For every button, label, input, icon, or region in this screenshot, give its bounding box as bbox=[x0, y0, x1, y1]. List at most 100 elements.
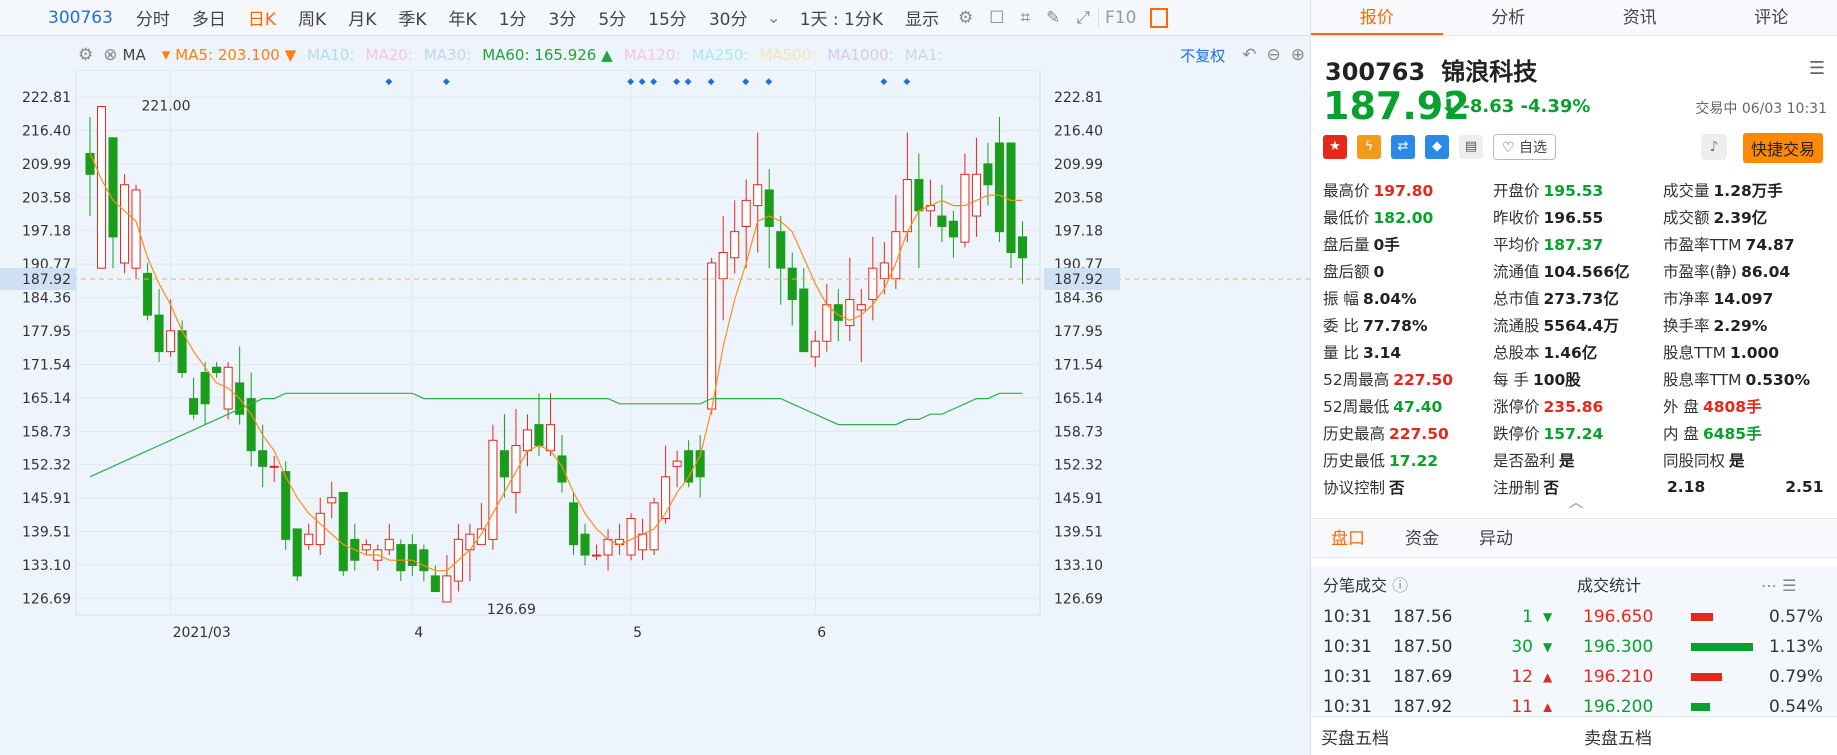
quote-tab[interactable]: 分析 bbox=[1491, 8, 1526, 28]
info-value: 8.04% bbox=[1362, 289, 1417, 308]
f10-button[interactable]: F10 bbox=[1097, 7, 1142, 28]
shuffle-icon[interactable]: ⇄ bbox=[1391, 135, 1415, 159]
sub-tab[interactable]: 资金 bbox=[1405, 529, 1439, 549]
zoom-in-icon[interactable]: ⊕ bbox=[1290, 45, 1305, 65]
lightning-icon[interactable]: ϟ bbox=[1357, 135, 1381, 159]
info-label: 总市值 bbox=[1493, 289, 1540, 308]
period-tab[interactable]: 年K bbox=[448, 10, 477, 30]
period-tab[interactable]: 季K bbox=[398, 10, 427, 30]
period-tab[interactable]: 30分 bbox=[708, 10, 748, 30]
period-tab[interactable]: 3分 bbox=[548, 10, 577, 30]
buy-book-tab[interactable]: 买盘五档 bbox=[1321, 728, 1389, 749]
period-tab[interactable]: 日K bbox=[247, 10, 277, 30]
period-tab[interactable]: 月K bbox=[348, 10, 377, 30]
info-value: 5564.4万 bbox=[1543, 316, 1619, 335]
gear-icon[interactable]: ⚙ bbox=[78, 45, 94, 65]
interval-select[interactable]: 1天 : 1分K bbox=[799, 10, 884, 30]
period-tab[interactable]: 15分 bbox=[648, 10, 687, 30]
period-tab[interactable]: 多日 bbox=[191, 10, 226, 30]
zoom-out-icon[interactable]: ⊖ bbox=[1266, 45, 1281, 65]
ma-item[interactable]: MA20: bbox=[365, 46, 413, 64]
display-menu[interactable]: 显示 bbox=[905, 10, 940, 30]
flag-icon[interactable]: ★ bbox=[1323, 135, 1347, 159]
event-marker[interactable]: ◆ bbox=[685, 77, 692, 87]
event-marker[interactable]: ◆ bbox=[903, 77, 910, 87]
ma-item[interactable]: MA250: bbox=[691, 46, 749, 64]
event-marker[interactable]: ◆ bbox=[385, 77, 392, 87]
info-label: 涨停价 bbox=[1493, 397, 1540, 416]
more-icon[interactable]: ⋯ bbox=[1761, 576, 1778, 595]
ma-item[interactable]: MA1000: bbox=[827, 46, 894, 64]
event-marker[interactable]: ◆ bbox=[673, 77, 680, 87]
panel-toggle-icon[interactable] bbox=[1150, 7, 1169, 28]
stat-price: 196.650 bbox=[1583, 607, 1654, 627]
event-marker[interactable]: ◆ bbox=[708, 77, 715, 87]
ma-item[interactable]: MA60: 165.926 ▲ bbox=[482, 46, 613, 64]
ma-item[interactable]: MA10: bbox=[307, 46, 355, 64]
period-tab[interactable]: 周K bbox=[298, 10, 327, 30]
help-icon[interactable]: ⓘ bbox=[1392, 576, 1409, 595]
event-marker[interactable]: ◆ bbox=[639, 77, 646, 87]
info-cell: 历史最高 227.50 bbox=[1323, 422, 1493, 444]
camera-icon[interactable]: ⌗ bbox=[1020, 7, 1031, 28]
tick-time: 10:31 bbox=[1323, 667, 1372, 687]
bell-icon[interactable]: ♪ bbox=[1701, 134, 1727, 160]
sell-book-tab[interactable]: 卖盘五档 bbox=[1584, 728, 1652, 749]
tick-list[interactable]: 10:31 187.56 1 ▼ 10:31 187.50 30 ▼ 10:31 187.69 12… bbox=[1323, 602, 1553, 712]
adjust-toggle[interactable]: 不复权 bbox=[1180, 46, 1226, 65]
event-marker[interactable]: ◆ bbox=[627, 77, 634, 87]
candle-body bbox=[787, 267, 797, 300]
event-marker[interactable]: ◆ bbox=[742, 77, 749, 87]
stat-pct: 0.79% bbox=[1768, 667, 1823, 687]
event-marker[interactable]: ◆ bbox=[880, 77, 887, 87]
ma-label[interactable]: MA bbox=[122, 46, 146, 64]
info-cell: 总市值 273.73亿 bbox=[1493, 287, 1663, 309]
ma-item[interactable]: MA1: bbox=[904, 46, 943, 64]
y-tick-left: 139.51 bbox=[22, 525, 71, 541]
sub-tab[interactable]: 异动 bbox=[1479, 529, 1513, 549]
chart-panel: 300763 分时 多日 日K 周K 月K 季K 年K 1分 3分 5分 15分 30分 ⌄ 1天 :… bbox=[0, 0, 1310, 755]
sub-tab[interactable]: 盘口 bbox=[1331, 529, 1365, 549]
square-icon[interactable]: ☐ bbox=[989, 7, 1005, 28]
info-label: 注册制 bbox=[1493, 478, 1540, 497]
menu-icon[interactable]: ☰ bbox=[1808, 58, 1825, 79]
chevron-down-icon[interactable]: ⌄ bbox=[766, 7, 781, 28]
stock-code[interactable]: 300763 bbox=[48, 7, 113, 28]
info-label: 市盈率(静) bbox=[1663, 262, 1738, 281]
tag-icon[interactable]: ◆ bbox=[1425, 135, 1449, 159]
info-label: 52周最高 bbox=[1323, 370, 1390, 389]
quote-tab[interactable]: 资讯 bbox=[1622, 8, 1657, 28]
kline-chart[interactable]: 222.81 222.81 216.40 216.40 209.99 209.99 203.… bbox=[0, 70, 1310, 755]
ma-item[interactable]: MA500: bbox=[759, 46, 817, 64]
list-icon[interactable]: ☰ bbox=[1782, 576, 1797, 595]
event-marker[interactable]: ◆ bbox=[765, 77, 772, 87]
ma-item[interactable]: MA120: bbox=[623, 46, 681, 64]
stat-list[interactable]: 196.650 0.57% 196.300 1.13% 196.210 0.79% 196.… bbox=[1583, 602, 1833, 712]
period-tab[interactable]: 分时 bbox=[135, 10, 170, 30]
y-tick-left: 145.91 bbox=[22, 491, 71, 507]
period-tab[interactable]: 5分 bbox=[598, 10, 627, 30]
info-value: 227.50 bbox=[1393, 370, 1454, 389]
close-icon[interactable]: ⊗ bbox=[103, 45, 118, 65]
event-marker[interactable]: ◆ bbox=[443, 77, 450, 87]
undo-icon[interactable]: ↶ bbox=[1242, 45, 1257, 65]
info-cell: 股息TTM 1.000 bbox=[1663, 341, 1833, 363]
candle-body bbox=[430, 575, 440, 593]
quote-tab[interactable]: 报价 bbox=[1311, 0, 1443, 35]
ma-item[interactable]: MA5: 203.100 ▼ bbox=[175, 46, 297, 64]
period-tab[interactable]: 1分 bbox=[498, 10, 527, 30]
note-icon[interactable]: ▤ bbox=[1459, 135, 1483, 159]
quick-trade-button[interactable]: 快捷交易 bbox=[1743, 133, 1824, 163]
chevron-up-icon[interactable]: ︿ bbox=[1569, 495, 1583, 511]
chevron-down-icon[interactable]: ▾ bbox=[161, 45, 171, 65]
pen-icon[interactable]: ✎ bbox=[1046, 7, 1061, 28]
quote-tab[interactable]: 评论 bbox=[1754, 8, 1789, 28]
fullscreen-icon[interactable]: ⤢ bbox=[1076, 7, 1090, 28]
info-value: 182.00 bbox=[1373, 208, 1434, 227]
info-cell: 市盈率(静) 86.04 bbox=[1663, 260, 1833, 282]
y-tick-left: 184.36 bbox=[22, 291, 71, 307]
ma-item[interactable]: MA30: bbox=[423, 46, 472, 64]
watchlist-button[interactable]: ♡ 自选 bbox=[1493, 134, 1557, 160]
event-marker[interactable]: ◆ bbox=[650, 77, 657, 87]
gear-icon[interactable]: ⚙ bbox=[958, 7, 974, 28]
